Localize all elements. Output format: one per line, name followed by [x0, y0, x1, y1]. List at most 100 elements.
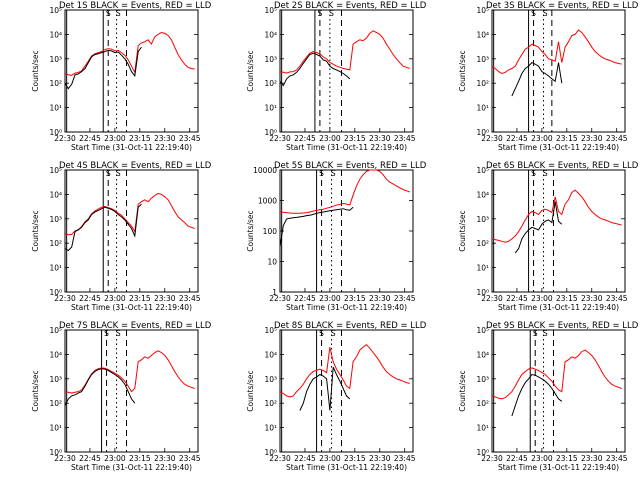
y-tick-label: 10³	[476, 215, 489, 224]
x-tick-label: 23:00	[531, 294, 553, 303]
x-tick-label: 22:45	[506, 454, 528, 463]
y-tick-label: 10⁴	[49, 350, 62, 359]
x-axis-label: Start Time (31-Oct-11 22:19:40)	[71, 303, 192, 312]
plot-frame	[491, 9, 626, 133]
x-tick-label: 23:30	[154, 454, 176, 463]
panel-2: Det 2S BLACK = Events, RED = LLD 10⁰ 10¹ 10…	[246, 1, 427, 152]
panel-9: Det 9S BLACK = Events, RED = LLD 10⁰ 10¹ 10…	[458, 321, 639, 472]
events-line	[64, 203, 142, 252]
y-tick-label: 100	[263, 227, 278, 236]
x-axis-label: Start Time (31-Oct-11 22:19:40)	[286, 463, 407, 472]
y-tick-label: 10¹	[476, 264, 489, 273]
panel-1: Det 1S BLACK = Events, RED = LLD 10⁰ 10¹ 10…	[31, 1, 212, 152]
x-axis-label: Start Time (31-Oct-11 22:19:40)	[498, 143, 619, 152]
panel-6: Det 6S BLACK = Events, RED = LLD 10⁰ 10¹ 10…	[458, 161, 639, 312]
x-tick-label: 22:30	[481, 134, 503, 143]
y-tick-label: 10²	[264, 399, 277, 408]
x-tick-label: 23:15	[129, 294, 151, 303]
x-tick-label: 23:15	[556, 134, 578, 143]
events-line	[64, 368, 136, 406]
y-axis-label: Counts/sec	[31, 50, 40, 91]
marker-label: S	[331, 169, 336, 178]
y-tick-label: 10⁴	[476, 350, 489, 359]
x-axis-label: Start Time (31-Oct-11 22:19:40)	[498, 303, 619, 312]
x-tick-label: 22:30	[269, 134, 291, 143]
x-tick-label: 23:00	[104, 454, 126, 463]
x-tick-label: 23:30	[581, 454, 603, 463]
x-tick-label: 23:15	[556, 454, 578, 463]
y-tick-label: 10⁰	[476, 128, 489, 137]
marker-label: S	[533, 329, 538, 338]
x-tick-label: 23:00	[104, 294, 126, 303]
plot-title: Det 6S BLACK = Events, RED = LLD	[486, 161, 639, 171]
y-tick-label: 1	[272, 288, 277, 297]
x-tick-label: 22:45	[294, 134, 316, 143]
y-tick-label: 10³	[49, 55, 62, 64]
events-line	[514, 201, 563, 254]
x-tick-label: 23:00	[531, 134, 553, 143]
plot-title: Det 7S BLACK = Events, RED = LLD	[59, 321, 212, 331]
y-tick-label: 10³	[49, 215, 62, 224]
y-tick-label: 10⁰	[476, 288, 489, 297]
y-tick-label: 10⁴	[476, 30, 489, 39]
plot-title: Det 8S BLACK = Events, RED = LLD	[274, 321, 427, 331]
x-tick-label: 23:45	[606, 454, 628, 463]
y-tick-label: 10⁵	[264, 6, 277, 15]
y-tick-label: 10⁵	[476, 166, 489, 175]
x-tick-label: 23:15	[344, 134, 366, 143]
marker-label: S	[116, 9, 121, 18]
plot-frame	[491, 329, 626, 453]
y-tick-label: 10⁰	[264, 448, 277, 457]
x-tick-label: 23:15	[129, 454, 151, 463]
x-tick-label: 23:30	[154, 294, 176, 303]
x-tick-label: 22:45	[79, 294, 101, 303]
y-tick-label: 10³	[476, 375, 489, 384]
plot-frame	[279, 169, 414, 293]
y-tick-label: 10⁵	[49, 166, 62, 175]
y-tick-label: 10³	[476, 55, 489, 64]
lld-line	[279, 344, 410, 398]
marker-label: S	[531, 9, 536, 18]
x-tick-label: 22:30	[481, 454, 503, 463]
x-tick-label: 23:45	[179, 134, 201, 143]
x-tick-label: 23:30	[154, 134, 176, 143]
events-line	[511, 61, 563, 97]
x-tick-label: 23:45	[179, 454, 201, 463]
plot-title: Det 2S BLACK = Events, RED = LLD	[274, 1, 427, 11]
x-axis-label: Start Time (31-Oct-11 22:19:40)	[286, 303, 407, 312]
y-tick-label: 10¹	[476, 424, 489, 433]
marker-label: S	[318, 9, 323, 18]
x-axis-label: Start Time (31-Oct-11 22:19:40)	[71, 463, 192, 472]
plot-frame	[279, 329, 414, 453]
marker-label: S	[319, 329, 324, 338]
y-tick-label: 10⁵	[49, 326, 62, 335]
y-tick-label: 10⁰	[49, 448, 62, 457]
plot-frame	[279, 9, 414, 133]
y-tick-label: 10³	[264, 375, 277, 384]
y-tick-label: 10⁰	[264, 128, 277, 137]
x-tick-label: 23:15	[344, 454, 366, 463]
lld-line	[491, 189, 622, 243]
x-tick-label: 22:30	[54, 294, 76, 303]
x-tick-label: 23:30	[581, 134, 603, 143]
y-tick-label: 10²	[49, 239, 62, 248]
y-tick-label: 10⁴	[264, 30, 277, 39]
y-axis-label: Counts/sec	[246, 210, 255, 251]
events-line	[299, 366, 351, 411]
x-tick-label: 23:15	[556, 294, 578, 303]
x-tick-label: 22:30	[54, 454, 76, 463]
panel-7: Det 7S BLACK = Events, RED = LLD 10⁰ 10¹ 10…	[31, 321, 212, 472]
x-tick-label: 22:45	[79, 454, 101, 463]
y-tick-label: 10¹	[49, 264, 62, 273]
y-tick-label: 10⁵	[476, 326, 489, 335]
y-tick-label: 10⁵	[264, 326, 277, 335]
marker-label: S	[329, 9, 334, 18]
y-tick-label: 10⁴	[476, 190, 489, 199]
lld-line	[491, 349, 622, 400]
y-tick-label: 10⁰	[476, 448, 489, 457]
x-tick-label: 23:45	[394, 454, 416, 463]
y-tick-label: 10⁰	[49, 288, 62, 297]
y-tick-label: 10000	[253, 166, 277, 175]
x-tick-label: 23:00	[319, 454, 341, 463]
y-axis-label: Counts/sec	[458, 370, 467, 411]
